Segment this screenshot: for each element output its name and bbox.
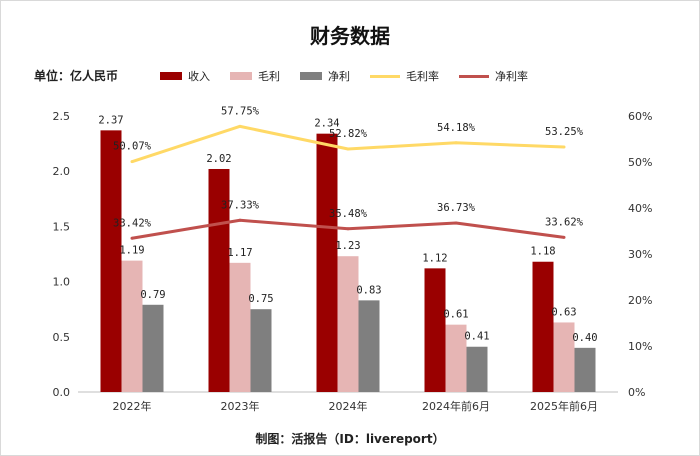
unit-label: 单位：亿人民币 — [34, 69, 119, 83]
x-tick-label: 2023年 — [221, 399, 260, 413]
line-value-label: 54.18% — [437, 122, 476, 134]
line-value-label: 52.82% — [329, 128, 368, 140]
y-left-tick-label: 2.5 — [53, 110, 71, 123]
bar — [424, 268, 446, 392]
chart-title: 财务数据 — [310, 24, 390, 48]
y-left-tick-label: 2.0 — [53, 165, 71, 178]
line-point — [346, 227, 350, 231]
bar-value-label: 0.40 — [572, 332, 597, 344]
bar-value-label: 2.37 — [98, 114, 123, 126]
legend-item-gross-profit: 毛利 — [230, 68, 280, 84]
legend-swatch-gross-margin — [370, 74, 400, 78]
x-tick-label: 2024年 — [329, 399, 368, 413]
y-right-tick-label: 0% — [628, 386, 645, 399]
bar — [316, 133, 338, 392]
y-right-tick-label: 50% — [628, 156, 652, 169]
bar-value-label: 1.23 — [335, 240, 360, 252]
bar-value-label: 0.63 — [551, 306, 576, 318]
x-tick-label: 2025年前6月 — [530, 399, 598, 413]
y-left-tick-label: 0.0 — [53, 386, 71, 399]
line-value-label: 33.62% — [545, 216, 584, 228]
bar — [121, 260, 143, 392]
legend-item-net-margin: 净利率 — [459, 68, 528, 84]
bar — [466, 346, 488, 392]
legend-swatch-net-margin — [459, 74, 489, 78]
line-point — [454, 221, 458, 225]
line-value-label: 36.73% — [437, 202, 476, 214]
line-point — [562, 145, 566, 149]
line-point — [130, 236, 134, 240]
line-value-label: 33.42% — [113, 217, 152, 229]
bar-value-label: 2.34 — [314, 118, 339, 130]
bar-value-label: 0.83 — [356, 284, 381, 296]
line-value-label: 50.07% — [113, 141, 152, 153]
bar-value-label: 0.41 — [464, 331, 489, 343]
legend-swatch-gross-profit — [230, 72, 252, 80]
y-left-tick-label: 0.5 — [53, 331, 71, 344]
bar — [553, 322, 575, 392]
legend-label-net-profit: 净利 — [328, 70, 350, 83]
bar-value-label: 2.02 — [206, 153, 231, 165]
bar-value-label: 1.12 — [422, 252, 447, 264]
legend-label-gross-margin: 毛利率 — [406, 70, 439, 83]
y-left-tick-label: 1.5 — [53, 220, 71, 233]
bar-value-label: 1.18 — [530, 246, 555, 258]
legend-swatch-revenue — [160, 72, 182, 80]
line-value-label: 35.48% — [329, 208, 368, 220]
line-value-label: 37.33% — [221, 199, 260, 211]
legend-label-gross-profit: 毛利 — [258, 70, 280, 83]
footer-credit: 制图：活报告（ID：livereport） — [255, 432, 445, 446]
bar — [100, 130, 122, 393]
bar — [250, 309, 272, 392]
line-point — [562, 235, 566, 239]
line-point — [238, 124, 242, 128]
y-right-tick-label: 30% — [628, 248, 652, 261]
legend-item-gross-margin: 毛利率 — [370, 68, 439, 84]
line-point — [454, 141, 458, 145]
bar — [445, 324, 467, 392]
bar-value-label: 1.17 — [227, 247, 252, 259]
y-left-tick-label: 1.0 — [53, 276, 71, 289]
bar — [574, 347, 596, 392]
bar — [358, 300, 380, 392]
line-point — [238, 218, 242, 222]
y-right-tick-label: 20% — [628, 294, 652, 307]
y-right-tick-label: 40% — [628, 202, 652, 215]
line-point — [346, 147, 350, 151]
legend-label-revenue: 收入 — [188, 70, 210, 83]
line-value-label: 53.25% — [545, 126, 584, 138]
x-tick-label: 2022年 — [113, 399, 152, 413]
bar — [142, 304, 164, 392]
legend-item-revenue: 收入 — [160, 68, 210, 84]
y-right-tick-label: 60% — [628, 110, 652, 123]
line-value-label: 57.75% — [221, 105, 260, 117]
legend-label-net-margin: 净利率 — [495, 70, 528, 83]
bar — [229, 262, 251, 392]
bar-value-label: 0.79 — [140, 289, 165, 301]
legend: 收入 毛利 净利 毛利率 净利率 — [160, 68, 548, 84]
legend-item-net-profit: 净利 — [300, 68, 350, 84]
bar — [532, 261, 554, 392]
bar-value-label: 1.19 — [119, 245, 144, 257]
bar-value-label: 0.75 — [248, 293, 273, 305]
bar — [337, 256, 359, 392]
y-right-tick-label: 10% — [628, 340, 652, 353]
legend-swatch-net-profit — [300, 72, 322, 80]
line-point — [130, 160, 134, 164]
x-tick-label: 2024年前6月 — [422, 399, 490, 413]
bar-value-label: 0.61 — [443, 309, 468, 321]
